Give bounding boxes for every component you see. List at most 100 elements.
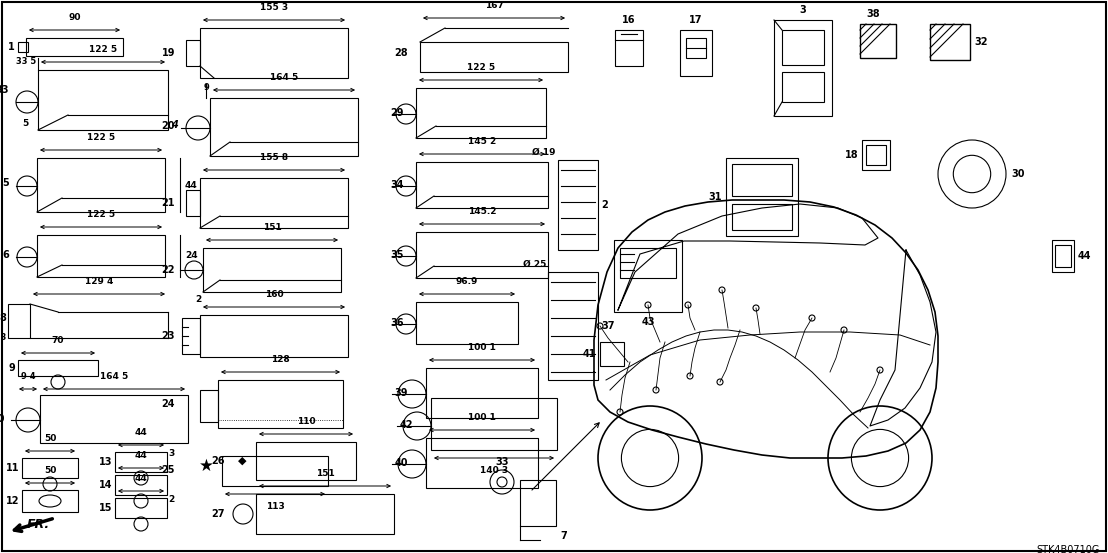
Text: 10: 10 (0, 414, 6, 424)
Bar (37, 235, 165, 277)
Text: 96.9: 96.9 (455, 277, 479, 286)
Bar (416, 162, 548, 208)
Text: 12: 12 (6, 496, 19, 506)
Bar (37, 158, 165, 212)
Text: 50: 50 (44, 466, 57, 475)
Text: 100 1: 100 1 (468, 413, 496, 422)
Text: 25: 25 (162, 465, 175, 475)
Text: 9: 9 (8, 363, 16, 373)
Text: 43: 43 (642, 317, 655, 327)
Bar (22, 490, 78, 512)
Bar (558, 160, 598, 250)
Text: 50: 50 (44, 434, 57, 443)
Text: 11 3: 11 3 (0, 333, 6, 342)
Text: 29: 29 (390, 108, 404, 118)
Bar (8, 304, 30, 338)
Text: 24: 24 (185, 252, 197, 260)
Text: 151: 151 (263, 223, 281, 232)
Bar (601, 342, 624, 366)
Bar (860, 24, 896, 58)
Text: 145.2: 145.2 (468, 207, 496, 216)
Text: 2: 2 (168, 494, 174, 503)
Text: STK4B0710G: STK4B0710G (1037, 545, 1100, 553)
Bar (732, 164, 792, 196)
Bar (680, 30, 712, 76)
Bar (548, 272, 598, 380)
Text: 160: 160 (265, 290, 284, 299)
Text: 44: 44 (185, 180, 197, 190)
Text: 21: 21 (162, 198, 175, 208)
Bar (256, 442, 356, 480)
Text: 40: 40 (394, 458, 408, 468)
Text: 32: 32 (974, 37, 987, 47)
Text: 8: 8 (0, 313, 6, 323)
Text: 37: 37 (601, 321, 615, 331)
Text: 19: 19 (162, 48, 175, 58)
Text: 38: 38 (866, 9, 880, 19)
Text: 33 5: 33 5 (16, 58, 35, 66)
Bar (25, 38, 123, 56)
Text: 90: 90 (69, 13, 81, 22)
Bar (431, 398, 557, 450)
Text: 36: 36 (390, 318, 404, 328)
Bar (416, 88, 546, 138)
Bar (201, 178, 348, 228)
Text: 44: 44 (1078, 251, 1091, 261)
Text: 23: 23 (162, 331, 175, 341)
Text: 41: 41 (583, 349, 596, 359)
Text: 3: 3 (168, 450, 174, 458)
Text: 100 1: 100 1 (468, 343, 496, 352)
Text: ◆: ◆ (238, 456, 246, 466)
Text: 42: 42 (400, 420, 413, 430)
Bar (1051, 240, 1074, 272)
Text: 34: 34 (390, 180, 404, 190)
Text: 44: 44 (135, 451, 147, 460)
Bar (520, 480, 556, 526)
Bar (425, 438, 538, 488)
Text: Ø 19: Ø 19 (533, 148, 556, 156)
Text: 6: 6 (2, 250, 9, 260)
Text: 24: 24 (162, 399, 175, 409)
Text: 122 5: 122 5 (89, 45, 117, 54)
Bar (222, 456, 328, 486)
Text: 17: 17 (689, 15, 702, 25)
Text: 7: 7 (560, 531, 567, 541)
Text: 145 2: 145 2 (468, 137, 496, 146)
Text: 128: 128 (271, 355, 290, 364)
Text: 151: 151 (316, 469, 335, 478)
Text: FR.: FR. (27, 518, 50, 530)
Text: 110: 110 (297, 417, 316, 426)
Bar (930, 24, 970, 60)
Text: 27: 27 (212, 509, 225, 519)
Text: 1: 1 (8, 42, 16, 52)
Text: 3: 3 (800, 5, 807, 15)
Bar (416, 302, 519, 344)
Bar (182, 318, 201, 354)
Bar (218, 380, 343, 428)
Text: 20: 20 (162, 121, 175, 131)
Text: 164 5: 164 5 (270, 73, 298, 82)
Text: 28: 28 (394, 48, 408, 58)
Text: ★: ★ (198, 457, 214, 475)
Bar (40, 395, 188, 443)
Text: 33: 33 (495, 457, 509, 467)
Text: 113: 113 (266, 502, 285, 511)
Text: 5: 5 (22, 119, 28, 128)
Text: 2: 2 (195, 295, 202, 305)
Bar (866, 145, 886, 165)
Text: 35: 35 (390, 250, 404, 260)
Bar (782, 30, 824, 65)
Bar (726, 158, 798, 236)
Text: 11: 11 (6, 463, 19, 473)
Text: 5: 5 (2, 178, 9, 188)
Bar (420, 42, 568, 72)
Bar (186, 40, 201, 66)
Text: 122 5: 122 5 (86, 133, 115, 142)
Bar (201, 28, 348, 78)
Text: 122 5: 122 5 (466, 63, 495, 72)
Bar (18, 360, 98, 376)
Bar (686, 38, 706, 58)
Text: 16: 16 (623, 15, 636, 25)
Text: 122 5: 122 5 (86, 210, 115, 219)
Bar (774, 20, 832, 116)
